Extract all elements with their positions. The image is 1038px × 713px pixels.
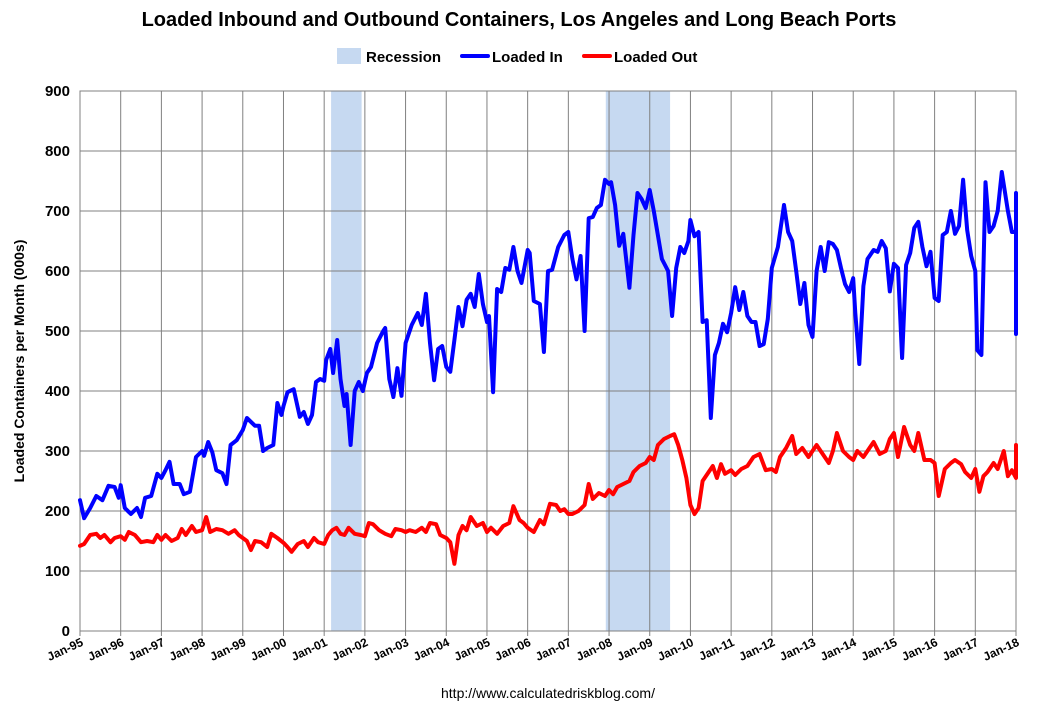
x-tick-label-Jan-17: Jan-17 — [940, 635, 981, 664]
y-tick-label-500: 500 — [45, 323, 70, 340]
x-tick-label-Jan-08: Jan-08 — [574, 635, 615, 664]
chart-title: Loaded Inbound and Outbound Containers, … — [142, 9, 897, 31]
y-tick-label-300: 300 — [45, 443, 70, 460]
y-tick-label-600: 600 — [45, 263, 70, 280]
y-tick-label-100: 100 — [45, 563, 70, 580]
series-lines — [78, 170, 1018, 566]
y-tick-label-200: 200 — [45, 503, 70, 520]
y-axis-label: Loaded Containers per Month (000s) — [11, 240, 27, 483]
x-tick-label-Jan-16: Jan-16 — [899, 635, 940, 664]
source-url: http://www.calculatedriskblog.com/ — [441, 685, 655, 701]
x-tick-label-Jan-01: Jan-01 — [289, 635, 330, 664]
y-tick-label-400: 400 — [45, 383, 70, 400]
y-tick-label-0: 0 — [62, 623, 70, 640]
x-tick-label-Jan-18: Jan-18 — [981, 635, 1022, 664]
x-tick-label-Jan-03: Jan-03 — [370, 635, 411, 664]
series-line-loaded-out — [78, 425, 1018, 566]
x-tick-label-Jan-98: Jan-98 — [167, 635, 208, 664]
x-tick-label-Jan-09: Jan-09 — [615, 635, 656, 664]
legend: Recession Loaded In Loaded Out — [337, 48, 697, 66]
x-tick-label-Jan-05: Jan-05 — [452, 635, 493, 664]
x-tick-label-Jan-04: Jan-04 — [411, 635, 452, 664]
x-tick-label-Jan-96: Jan-96 — [86, 635, 127, 664]
x-tick-label-Jan-99: Jan-99 — [208, 635, 249, 664]
x-tick-label-Jan-10: Jan-10 — [655, 635, 696, 664]
x-tick-label-Jan-06: Jan-06 — [493, 635, 534, 664]
y-axis-ticks: 0 100 200 300 400 500 600 700 800 900 — [45, 83, 70, 640]
plot-area-border — [79, 90, 1017, 632]
x-tick-label-Jan-15: Jan-15 — [859, 635, 900, 664]
series-line-loaded-in — [78, 170, 1018, 521]
gridlines — [79, 90, 1017, 632]
y-tick-label-700: 700 — [45, 203, 70, 220]
x-tick-label-Jan-11: Jan-11 — [697, 635, 737, 664]
x-tick-label-Jan-07: Jan-07 — [533, 635, 574, 664]
x-tick-label-Jan-97: Jan-97 — [126, 635, 167, 664]
x-axis-ticks: Jan-95 Jan-96 Jan-97 Jan-98 Jan-99 Jan-00 Jan-… — [45, 631, 1022, 664]
legend-label-loaded-in: Loaded In — [492, 49, 563, 66]
legend-label-recession: Recession — [366, 49, 441, 66]
y-tick-label-800: 800 — [45, 143, 70, 160]
x-tick-label-Jan-14: Jan-14 — [818, 635, 859, 664]
y-tick-label-900: 900 — [45, 83, 70, 100]
recession-bands — [331, 91, 671, 631]
recession-band-2 — [605, 91, 671, 631]
x-tick-label-Jan-00: Jan-00 — [248, 635, 289, 664]
legend-label-loaded-out: Loaded Out — [614, 49, 697, 66]
legend-swatch-recession — [337, 48, 361, 64]
x-tick-label-Jan-13: Jan-13 — [777, 635, 818, 664]
x-tick-label-Jan-02: Jan-02 — [330, 635, 371, 664]
x-tick-label-Jan-12: Jan-12 — [737, 635, 778, 664]
